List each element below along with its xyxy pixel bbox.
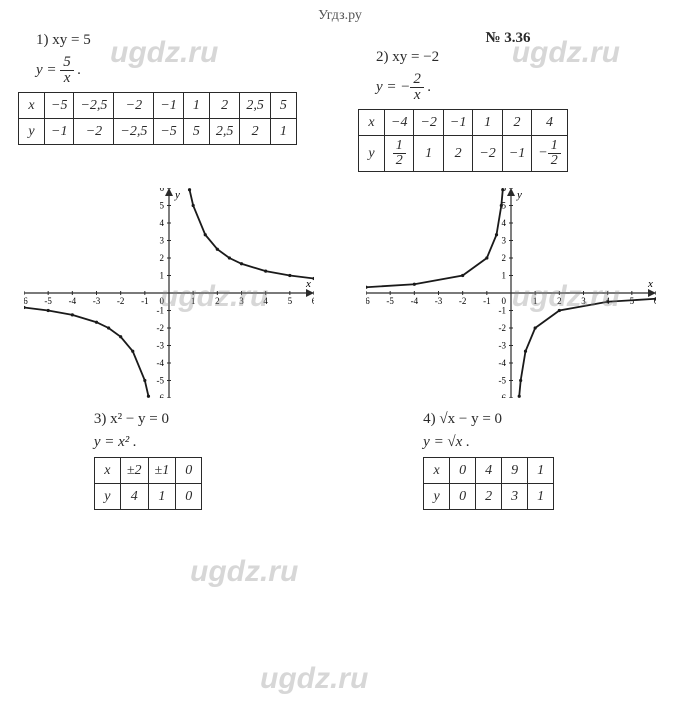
svg-text:-1: -1 <box>499 306 507 316</box>
svg-text:1: 1 <box>502 271 507 281</box>
graphs-row: xy-6-5-4-3-2-1123456-6-5-4-3-2-11234560 … <box>18 182 662 409</box>
svg-text:1: 1 <box>191 296 196 306</box>
svg-text:5: 5 <box>288 296 293 306</box>
svg-text:-5: -5 <box>499 376 507 386</box>
svg-text:y: y <box>516 189 522 201</box>
svg-text:-3: -3 <box>93 296 101 306</box>
svg-text:4: 4 <box>263 296 268 306</box>
p3-equation: 3) x² − y = 0 <box>94 411 323 428</box>
p4-equation: 4) √x − y = 0 <box>423 411 662 428</box>
svg-text:x: x <box>647 278 653 290</box>
problem-1: 1) xy = 5 y = 5x . x −5−2,5−2−1122,55 y … <box>18 30 318 182</box>
p1-table: x −5−2,5−2−1122,55 y −1−2−2,5−552,521 <box>18 92 297 145</box>
svg-text:0: 0 <box>160 296 165 306</box>
svg-text:2: 2 <box>557 296 562 306</box>
svg-text:3: 3 <box>160 236 165 246</box>
svg-text:-5: -5 <box>386 296 394 306</box>
svg-text:1: 1 <box>533 296 538 306</box>
bottom-columns: 3) x² − y = 0 y = x² . x ±2±10 y 410 4) … <box>18 409 662 520</box>
svg-text:-1: -1 <box>483 296 491 306</box>
p4-table: x 0491 y 0231 <box>423 457 554 510</box>
svg-text:-6: -6 <box>366 296 370 306</box>
watermark: ugdz.ru <box>190 555 298 589</box>
problem-3: 3) x² − y = 0 y = x² . x ±2±10 y 410 <box>94 409 323 520</box>
p3-table: x ±2±10 y 410 <box>94 457 202 510</box>
svg-text:-6: -6 <box>157 393 165 398</box>
svg-text:-5: -5 <box>44 296 52 306</box>
site-header: Угдз.ру <box>18 8 662 24</box>
svg-text:0: 0 <box>502 296 507 306</box>
svg-text:2: 2 <box>160 253 165 263</box>
problem-2: № 3.36 2) xy = −2 y = −2x . x −4−2−1124 … <box>358 30 658 182</box>
svg-text:-4: -4 <box>411 296 419 306</box>
p2-equation: 2) xy = −2 <box>376 49 658 66</box>
p2-table: x −4−2−1124 y 12 12−2−1 −12 <box>358 109 568 172</box>
svg-text:4: 4 <box>502 218 507 228</box>
p2-derived: y = −2x . <box>376 72 658 103</box>
svg-text:y: y <box>174 189 180 201</box>
svg-text:-6: -6 <box>24 296 28 306</box>
svg-text:-2: -2 <box>459 296 467 306</box>
svg-text:-4: -4 <box>157 358 165 368</box>
svg-text:-4: -4 <box>69 296 77 306</box>
svg-text:3: 3 <box>581 296 586 306</box>
exercise-number: № 3.36 <box>358 30 658 47</box>
svg-text:-1: -1 <box>157 306 165 316</box>
top-columns: 1) xy = 5 y = 5x . x −5−2,5−2−1122,55 y … <box>18 30 662 182</box>
p1-derived: y = 5x . <box>36 55 318 86</box>
graph-1: x y -6 -5 -4 -3 -2 -1 1 2 3 4 5 6 -6 -5 -4 -3 -2 -1 1 2 3 4 5 6 0 <box>24 188 314 403</box>
svg-text:1: 1 <box>160 271 165 281</box>
svg-text:-3: -3 <box>157 341 165 351</box>
p3-derived: y = x² . <box>94 434 323 451</box>
svg-text:6: 6 <box>160 188 165 193</box>
svg-text:5: 5 <box>160 201 165 211</box>
svg-text:4: 4 <box>160 218 165 228</box>
p1-equation: 1) xy = 5 <box>36 32 318 49</box>
p4-derived: y = √x . <box>423 434 662 451</box>
watermark: ugdz.ru <box>260 662 368 696</box>
svg-text:3: 3 <box>502 236 507 246</box>
svg-text:2: 2 <box>502 253 507 263</box>
svg-text:2: 2 <box>215 296 220 306</box>
svg-text:-5: -5 <box>157 376 165 386</box>
svg-text:3: 3 <box>239 296 244 306</box>
svg-text:-3: -3 <box>435 296 443 306</box>
svg-text:-1: -1 <box>141 296 149 306</box>
svg-text:-2: -2 <box>499 323 507 333</box>
graph-2: xy-6-5-4-3-2-1123456-6-5-4-3-2-11234560 <box>366 188 656 403</box>
svg-text:-2: -2 <box>157 323 165 333</box>
svg-text:-4: -4 <box>499 358 507 368</box>
problem-4: 4) √x − y = 0 y = √x . x 0491 y 0231 <box>423 409 662 520</box>
svg-text:x: x <box>305 278 311 290</box>
svg-text:-3: -3 <box>499 341 507 351</box>
svg-text:-6: -6 <box>499 393 507 398</box>
svg-text:6: 6 <box>312 296 314 306</box>
svg-text:-2: -2 <box>117 296 125 306</box>
